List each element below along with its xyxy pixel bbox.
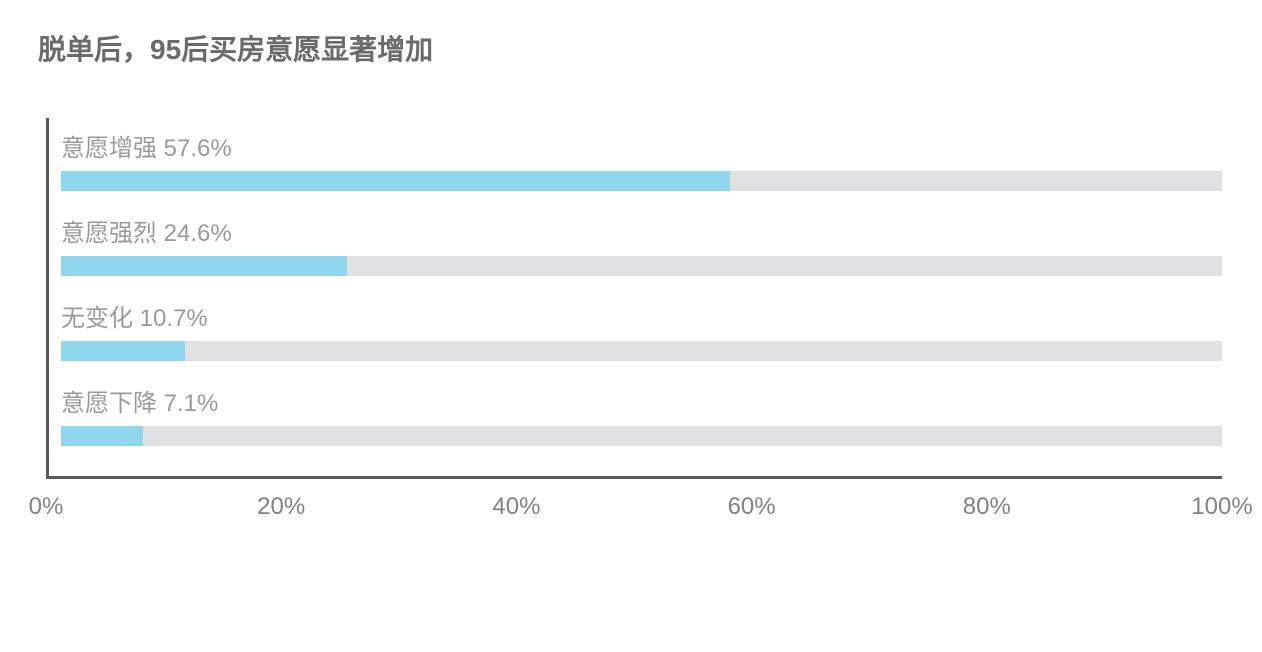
bar-track xyxy=(61,256,1222,276)
x-axis: 0% 20% 40% 60% 80% 100% xyxy=(46,487,1222,517)
bar-label: 意愿增强 57.6% xyxy=(61,128,1222,163)
x-tick: 60% xyxy=(728,493,776,521)
bar-fill xyxy=(61,171,730,191)
chart-container: 意愿增强 57.6% 意愿强烈 24.6% 无变化 10.7% 意愿下降 7.1… xyxy=(38,118,1242,517)
bar-label: 无变化 10.7% xyxy=(61,298,1222,333)
bar-fill xyxy=(61,341,185,361)
bar-fill xyxy=(61,426,143,446)
x-tick: 40% xyxy=(492,493,540,521)
x-tick: 20% xyxy=(257,493,305,521)
bar-row: 意愿下降 7.1% xyxy=(49,383,1222,446)
bar-label: 意愿强烈 24.6% xyxy=(61,213,1222,248)
bar-row: 无变化 10.7% xyxy=(49,298,1222,361)
x-tick: 0% xyxy=(29,493,64,521)
chart-title: 脱单后，95后买房意愿显著增加 xyxy=(38,28,1242,68)
x-tick: 80% xyxy=(963,493,1011,521)
bar-track xyxy=(61,171,1222,191)
bar-row: 意愿增强 57.6% xyxy=(49,128,1222,191)
bar-row: 意愿强烈 24.6% xyxy=(49,213,1222,276)
bar-label: 意愿下降 7.1% xyxy=(61,383,1222,418)
chart-plot-area: 意愿增强 57.6% 意愿强烈 24.6% 无变化 10.7% 意愿下降 7.1… xyxy=(46,118,1222,479)
bar-fill xyxy=(61,256,347,276)
bar-track xyxy=(61,426,1222,446)
bar-track xyxy=(61,341,1222,361)
x-tick: 100% xyxy=(1191,493,1252,521)
